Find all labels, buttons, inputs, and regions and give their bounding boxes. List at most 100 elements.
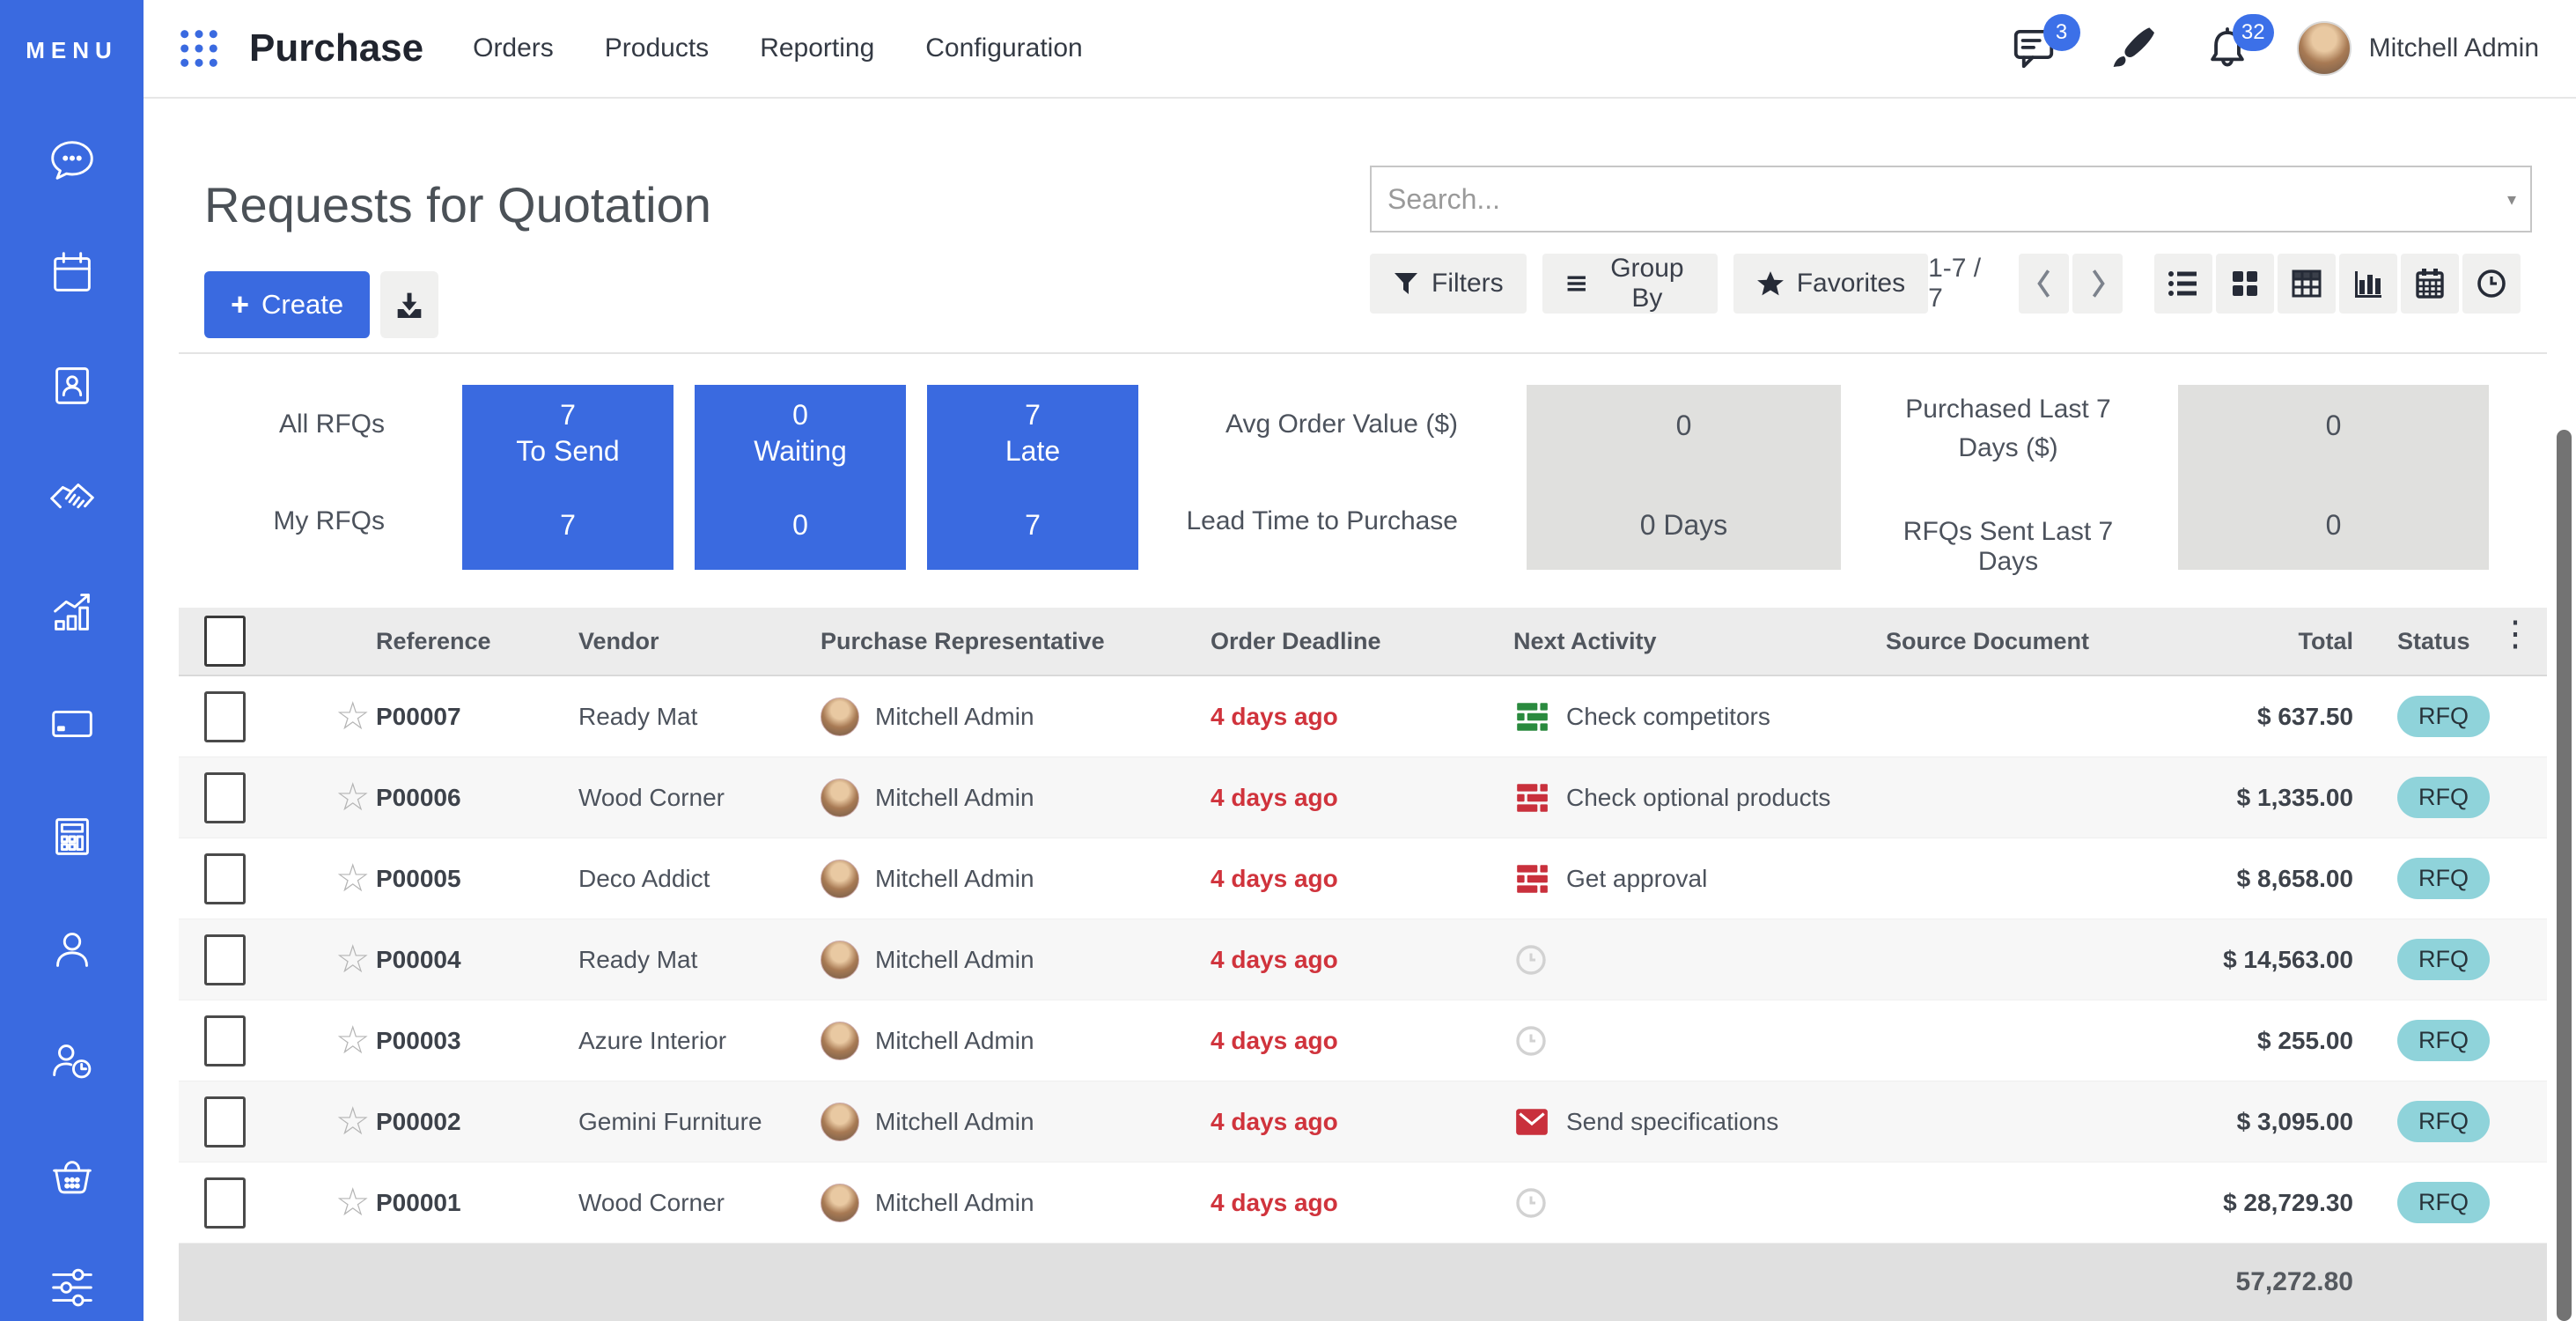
clock-icon[interactable] — [1513, 1023, 1549, 1059]
search-caret-icon[interactable]: ▾ — [2506, 189, 2516, 210]
status-badge: RFQ — [2397, 1101, 2490, 1142]
column-header-source-document[interactable]: Source Document — [1886, 627, 2090, 654]
paintbrush-icon[interactable] — [2103, 21, 2158, 76]
list-view-button[interactable] — [2154, 254, 2213, 314]
column-header-next-activity[interactable]: Next Activity — [1513, 627, 1657, 654]
pager-next-button[interactable] — [2072, 254, 2123, 314]
tile-late[interactable]: 7 Late 7 — [927, 385, 1138, 570]
tasks-icon[interactable] — [1513, 698, 1550, 735]
row-checkbox[interactable] — [204, 771, 246, 823]
export-button[interactable] — [380, 271, 439, 338]
rfq-dashboard: All RFQs My RFQs 7 To Send 7 0 Waiting 0… — [179, 385, 2547, 576]
create-button[interactable]: + Create — [204, 271, 371, 338]
table-row[interactable]: ☆ P00001 Wood Corner Mitchell Admin 4 da… — [179, 1162, 2547, 1244]
row-checkbox[interactable] — [204, 1015, 246, 1066]
favorites-button[interactable]: Favorites — [1733, 254, 1929, 314]
favorite-star-icon[interactable]: ☆ — [335, 1180, 371, 1224]
to-send-label: To Send — [516, 435, 620, 467]
app-title[interactable]: Purchase — [249, 26, 424, 70]
nav-products[interactable]: Products — [604, 33, 710, 63]
activity-view-button[interactable] — [2462, 254, 2521, 314]
shopping-basket-icon[interactable] — [44, 1147, 100, 1203]
week-metric-values: 0 0 — [2178, 385, 2489, 570]
table-row[interactable]: ☆ P00002 Gemini Furniture Mitchell Admin… — [179, 1081, 2547, 1162]
clock-icon[interactable] — [1513, 942, 1549, 978]
favorite-star-icon[interactable]: ☆ — [335, 1018, 371, 1062]
group-by-button[interactable]: Group By — [1542, 254, 1718, 314]
row-checkbox[interactable] — [204, 1096, 246, 1148]
envelope-icon[interactable] — [1513, 1103, 1550, 1140]
rep-avatar — [821, 1183, 859, 1222]
search-input[interactable] — [1372, 182, 2507, 216]
total-cell: $ 1,335.00 — [2236, 783, 2353, 811]
row-checkbox[interactable] — [204, 852, 246, 904]
deadline-cell: 4 days ago — [1211, 783, 1338, 811]
calendar-icon[interactable] — [44, 245, 100, 301]
column-header-reference[interactable]: Reference — [376, 627, 491, 654]
pager-previous-button[interactable] — [2019, 254, 2070, 314]
rep-avatar — [821, 1102, 859, 1141]
reference-cell: P00003 — [376, 1026, 461, 1054]
column-header-vendor[interactable]: Vendor — [578, 627, 659, 654]
clock-icon[interactable] — [1513, 1185, 1549, 1221]
rep-avatar — [821, 1021, 859, 1060]
table-row[interactable]: ☆ P00005 Deco Addict Mitchell Admin 4 da… — [179, 838, 2547, 919]
select-all-checkbox[interactable] — [204, 616, 246, 667]
user-clock-icon[interactable] — [44, 1034, 100, 1090]
vertical-scrollbar-thumb[interactable] — [2557, 430, 2572, 1321]
tile-to-send[interactable]: 7 To Send 7 — [462, 385, 673, 570]
row-checkbox[interactable] — [204, 1177, 246, 1229]
apps-grid-icon[interactable] — [172, 21, 226, 76]
section-divider — [179, 352, 2547, 354]
nav-reporting[interactable]: Reporting — [760, 33, 875, 63]
credit-card-icon[interactable] — [44, 696, 100, 752]
user-menu[interactable]: Mitchell Admin — [2296, 21, 2539, 76]
column-header-order-deadline[interactable]: Order Deadline — [1211, 627, 1381, 654]
calendar-view-button[interactable] — [2401, 254, 2460, 314]
table-row[interactable]: ☆ P00007 Ready Mat Mitchell Admin 4 days… — [179, 676, 2547, 757]
bar-chart-trend-icon[interactable] — [44, 583, 100, 639]
filters-button[interactable]: Filters — [1370, 254, 1527, 314]
all-rfqs-label[interactable]: All RFQs — [279, 410, 385, 439]
nav-orders[interactable]: Orders — [473, 33, 554, 63]
tasks-icon[interactable] — [1513, 779, 1550, 816]
table-row[interactable]: ☆ P00003 Azure Interior Mitchell Admin 4… — [179, 1000, 2547, 1081]
menu-label: MENU — [26, 37, 118, 63]
contact-card-icon[interactable] — [44, 358, 100, 414]
messages-icon[interactable]: 3 — [2006, 14, 2080, 76]
pivot-view-button[interactable] — [2278, 254, 2337, 314]
tasks-icon[interactable] — [1513, 860, 1550, 897]
chat-bubble-icon[interactable] — [44, 132, 100, 188]
user-icon[interactable] — [44, 921, 100, 978]
column-header-total[interactable]: Total — [2298, 627, 2354, 654]
row-checkbox[interactable] — [204, 934, 246, 985]
create-row: + Create — [204, 271, 439, 338]
filters-label: Filters — [1432, 269, 1504, 298]
handshake-icon[interactable] — [44, 470, 100, 527]
tile-waiting[interactable]: 0 Waiting 0 — [695, 385, 906, 570]
column-options-icon[interactable]: ⋮ — [2498, 615, 2533, 653]
favorite-star-icon[interactable]: ☆ — [335, 694, 371, 738]
favorite-star-icon[interactable]: ☆ — [335, 937, 371, 981]
favorite-star-icon[interactable]: ☆ — [335, 1099, 371, 1143]
column-header-purchase-representative[interactable]: Purchase Representative — [821, 627, 1105, 654]
total-cell: $ 28,729.30 — [2223, 1188, 2353, 1216]
column-header-status[interactable]: Status — [2397, 627, 2470, 654]
row-checkbox[interactable] — [204, 690, 246, 742]
table-row[interactable]: ☆ P00004 Ready Mat Mitchell Admin 4 days… — [179, 919, 2547, 1000]
group-by-label: Group By — [1610, 254, 1684, 313]
calculator-icon[interactable] — [44, 808, 100, 865]
graph-view-button[interactable] — [2339, 254, 2398, 314]
kanban-view-button[interactable] — [2216, 254, 2275, 314]
table-row[interactable]: ☆ P00006 Wood Corner Mitchell Admin 4 da… — [179, 757, 2547, 838]
bell-icon[interactable]: 32 — [2200, 14, 2274, 76]
status-badge: RFQ — [2397, 1182, 2490, 1223]
rfqs-sent-last-7-days-value: 0 — [2325, 509, 2342, 541]
favorite-star-icon[interactable]: ☆ — [335, 775, 371, 819]
sliders-icon[interactable] — [44, 1259, 100, 1316]
vendor-cell: Wood Corner — [578, 783, 725, 811]
rfq-scope-labels: All RFQs My RFQs — [179, 385, 385, 570]
my-rfqs-label[interactable]: My RFQs — [273, 506, 385, 535]
favorite-star-icon[interactable]: ☆ — [335, 856, 371, 900]
nav-configuration[interactable]: Configuration — [925, 33, 1083, 63]
